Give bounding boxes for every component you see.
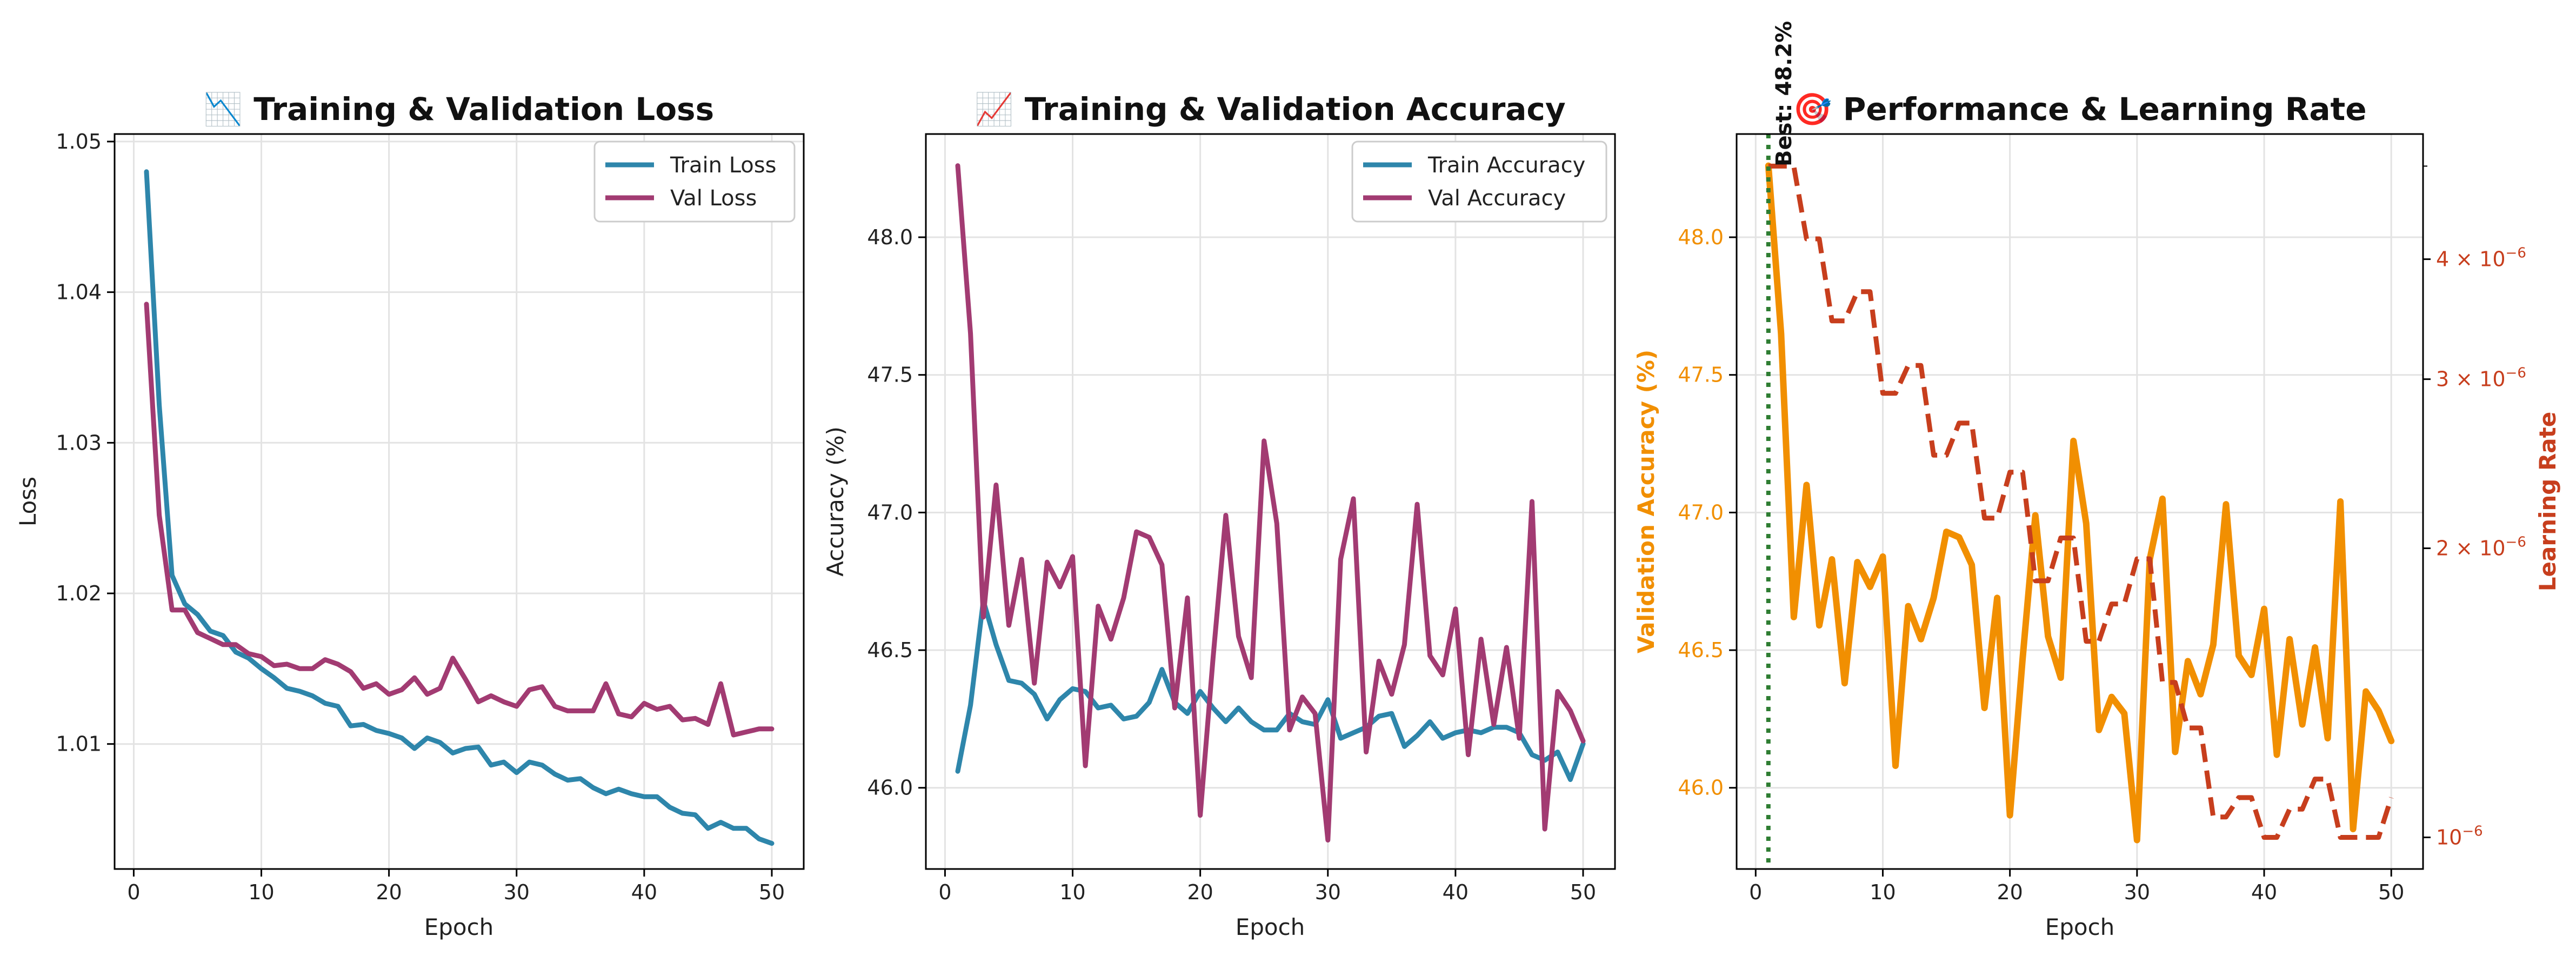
performance-y-tick-label: 46.5: [1678, 638, 1724, 662]
loss-x-tick-label: 40: [631, 880, 657, 904]
loss-x-tick-label: 0: [127, 880, 140, 904]
accuracy-x-tick-label: 50: [1570, 880, 1596, 904]
loss-plot-frame: [114, 133, 805, 870]
accuracy-plot-frame: [925, 133, 1616, 870]
loss-chart-title: 📉 Training & Validation Loss: [204, 91, 714, 128]
performance-series-line-0: [1765, 162, 2395, 844]
loss-x-ticks: 0 10 20 30 40 50: [127, 869, 785, 904]
loss-series: [144, 169, 775, 846]
accuracy-x-tick-label: 40: [1443, 880, 1469, 904]
accuracy-x-ticks: 0 10 20 30 40 50: [938, 869, 1596, 904]
loss-y-label: Loss: [15, 477, 41, 526]
accuracy-legend-box: [1351, 141, 1607, 223]
loss-legend-label-val: Val Loss: [670, 186, 757, 211]
performance-y-label-left: Validation Accuracy (%): [1633, 350, 1659, 653]
loss-legend-label-train: Train Loss: [670, 153, 776, 178]
accuracy-legend: Train Accuracy Val Accuracy: [1351, 141, 1607, 223]
loss-x-tick-label: 30: [504, 880, 530, 904]
performance-x-ticks: 0 10 20 30 40 50: [1749, 869, 2404, 904]
loss-x-tick-label: 50: [759, 880, 785, 904]
performance-plot-frame: [1736, 133, 2424, 870]
performance-chart-title: 🎯 Performance & Learning Rate: [1793, 91, 2366, 128]
performance-series: [1765, 134, 2395, 869]
accuracy-x-tick-label: 30: [1315, 880, 1341, 904]
performance-y-ticks-left: 46.0 46.5 47.0 47.5 48.0: [1678, 225, 1737, 800]
accuracy-chart: 0 10 20 30 40 50 46.0 46.5 47.0 47.5 48.0 📈 Train…: [822, 91, 1616, 940]
accuracy-y-tick-label: 46.0: [867, 776, 913, 800]
loss-x-label: Epoch: [424, 914, 494, 940]
loss-chart: 0 10 20 30 40 50 1.01 1.02 1.03 1.04 1.05 📉 Train…: [15, 91, 805, 940]
performance-y-tick-label: 48.0: [1678, 225, 1724, 249]
performance-y-right-tick-exponent: −6: [2462, 823, 2482, 839]
loss-legend: Train Loss Val Loss: [593, 141, 796, 223]
best-annotation: Best: 48.2%: [1772, 21, 1797, 166]
loss-y-ticks: 1.01 1.02 1.03 1.04 1.05: [56, 130, 115, 756]
performance-grid: [1737, 134, 2423, 869]
accuracy-x-tick-label: 0: [938, 880, 951, 904]
loss-series-line-0: [144, 169, 775, 846]
performance-y-right-tick-exponent: −6: [2506, 365, 2526, 382]
performance-x-tick-label: 10: [1870, 880, 1896, 904]
accuracy-y-tick-label: 47.5: [867, 363, 913, 387]
accuracy-series: [955, 163, 1586, 843]
loss-y-tick-label: 1.04: [56, 280, 102, 304]
loss-y-tick-label: 1.02: [56, 581, 102, 605]
performance-y-tick-label: 46.0: [1678, 776, 1724, 800]
performance-x-tick-label: 30: [2124, 880, 2150, 904]
accuracy-x-tick-label: 10: [1059, 880, 1085, 904]
accuracy-x-label: Epoch: [1236, 914, 1305, 940]
performance-x-tick-label: 40: [2251, 880, 2277, 904]
performance-series-line-1: [1768, 163, 2394, 840]
loss-x-tick-label: 10: [248, 880, 274, 904]
loss-legend-box: [593, 141, 796, 223]
loss-y-tick-label: 1.03: [56, 431, 102, 454]
accuracy-chart-title: 📈 Training & Validation Accuracy: [975, 91, 1565, 128]
performance-x-label: Epoch: [2045, 914, 2115, 940]
performance-y-tick-label: 47.5: [1678, 363, 1724, 387]
loss-y-tick-label: 1.01: [56, 732, 102, 756]
accuracy-series-line-0: [955, 598, 1586, 782]
accuracy-y-ticks: 46.0 46.5 47.0 47.5 48.0: [867, 225, 926, 800]
accuracy-y-label: Accuracy (%): [822, 426, 849, 577]
performance-x-tick-label: 50: [2378, 880, 2404, 904]
performance-x-tick-label: 20: [1997, 880, 2023, 904]
performance-y-right-tick-exponent: −6: [2506, 245, 2526, 262]
performance-y-tick-label: 47.0: [1678, 500, 1724, 524]
accuracy-y-tick-label: 46.5: [867, 638, 913, 662]
loss-series-line-1: [144, 302, 775, 738]
accuracy-y-tick-label: 48.0: [867, 225, 913, 249]
accuracy-series-line-1: [955, 163, 1586, 843]
accuracy-y-tick-label: 47.0: [867, 500, 913, 524]
accuracy-legend-label-val: Val Accuracy: [1428, 186, 1566, 211]
performance-y-right-tick-exponent: −6: [2506, 534, 2526, 551]
performance-x-tick-label: 0: [1749, 880, 1762, 904]
performance-y-ticks-right: 10−62 × 10−63 × 10−64 × 10−6: [2423, 165, 2526, 849]
performance-y-label-right: Learning Rate: [2534, 412, 2561, 591]
accuracy-x-tick-label: 20: [1187, 880, 1213, 904]
performance-lr-chart: 0 10 20 30 40 50 46.0 46.5 47.0 47.5 48.0 10−62 ×…: [1633, 21, 2561, 940]
accuracy-legend-label-train: Train Accuracy: [1427, 153, 1585, 178]
loss-x-tick-label: 20: [376, 880, 402, 904]
loss-grid: [115, 134, 804, 869]
loss-y-tick-label: 1.05: [56, 130, 102, 153]
